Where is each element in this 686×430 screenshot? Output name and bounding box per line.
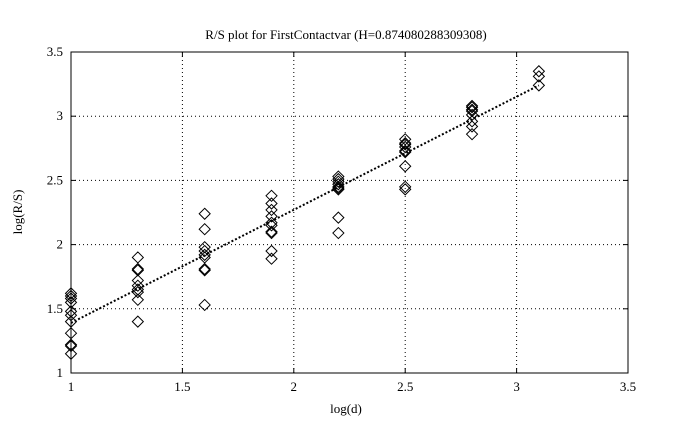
chart-title: R/S plot for FirstContactvar (H=0.874080… xyxy=(205,27,486,42)
data-point xyxy=(265,210,278,223)
data-point xyxy=(131,279,145,292)
data-point xyxy=(265,197,278,210)
data-point xyxy=(332,180,345,194)
x-tick-label: 3.5 xyxy=(620,379,636,394)
data-point xyxy=(465,120,479,133)
y-axis-ticks: 1 1.5 2 2.5 3 3.5 xyxy=(47,44,628,380)
trend-line-group xyxy=(70,84,540,324)
y-tick-label: 2.5 xyxy=(47,172,63,187)
data-point xyxy=(465,104,479,118)
data-point xyxy=(532,70,546,83)
data-point xyxy=(398,136,412,150)
data-point xyxy=(198,298,211,312)
data-point xyxy=(332,178,345,191)
data-point xyxy=(198,248,211,262)
data-point xyxy=(131,285,145,299)
x-tick-label: 1 xyxy=(68,379,75,394)
data-point xyxy=(398,145,412,159)
data-point xyxy=(265,244,278,258)
data-point xyxy=(465,99,479,113)
data-point xyxy=(398,138,412,151)
data-point xyxy=(465,115,479,128)
data-point xyxy=(131,264,145,277)
y-tick-label: 3.5 xyxy=(47,44,63,59)
x-axis-ticks: 1 1.5 2 2.5 3 3.5 xyxy=(68,52,636,394)
data-point xyxy=(265,216,278,229)
x-tick-label: 3 xyxy=(513,379,520,394)
data-point xyxy=(131,315,145,328)
y-tick-label: 3 xyxy=(57,108,64,123)
trend-line xyxy=(70,84,540,324)
y-axis-label: log(R/S) xyxy=(10,190,25,235)
data-point xyxy=(398,183,412,196)
data-point xyxy=(198,264,211,277)
data-point xyxy=(198,262,211,276)
data-point xyxy=(198,240,211,254)
data-point xyxy=(398,180,412,194)
data-point xyxy=(332,175,345,188)
data-point xyxy=(398,160,412,173)
x-tick-label: 2.5 xyxy=(397,379,413,394)
x-tick-label: 1.5 xyxy=(174,379,190,394)
data-point xyxy=(465,101,479,114)
data-point xyxy=(332,211,345,224)
data-point xyxy=(131,283,145,296)
data-point xyxy=(398,144,412,158)
plot-frame xyxy=(70,51,629,374)
data-point xyxy=(265,203,278,217)
data-point xyxy=(465,127,479,141)
data-point xyxy=(332,172,345,186)
data-point xyxy=(265,225,278,238)
data-point xyxy=(265,189,278,203)
data-point xyxy=(265,219,278,232)
y-tick-label: 2 xyxy=(57,237,64,252)
data-point xyxy=(332,226,345,240)
data-point xyxy=(265,226,278,240)
x-tick-label: 2 xyxy=(291,379,298,394)
x-axis-label: log(d) xyxy=(330,401,362,416)
data-point xyxy=(265,252,278,265)
y-tick-label: 1 xyxy=(57,365,64,380)
data-point xyxy=(198,244,211,258)
data-point xyxy=(198,222,211,236)
grid-lines xyxy=(71,52,628,373)
data-point xyxy=(131,293,145,307)
data-point xyxy=(198,207,211,220)
y-tick-label: 1.5 xyxy=(47,301,63,316)
data-point xyxy=(532,65,546,78)
data-point xyxy=(332,181,345,195)
data-point xyxy=(532,79,546,92)
data-point xyxy=(332,183,345,196)
data-point xyxy=(398,140,412,154)
